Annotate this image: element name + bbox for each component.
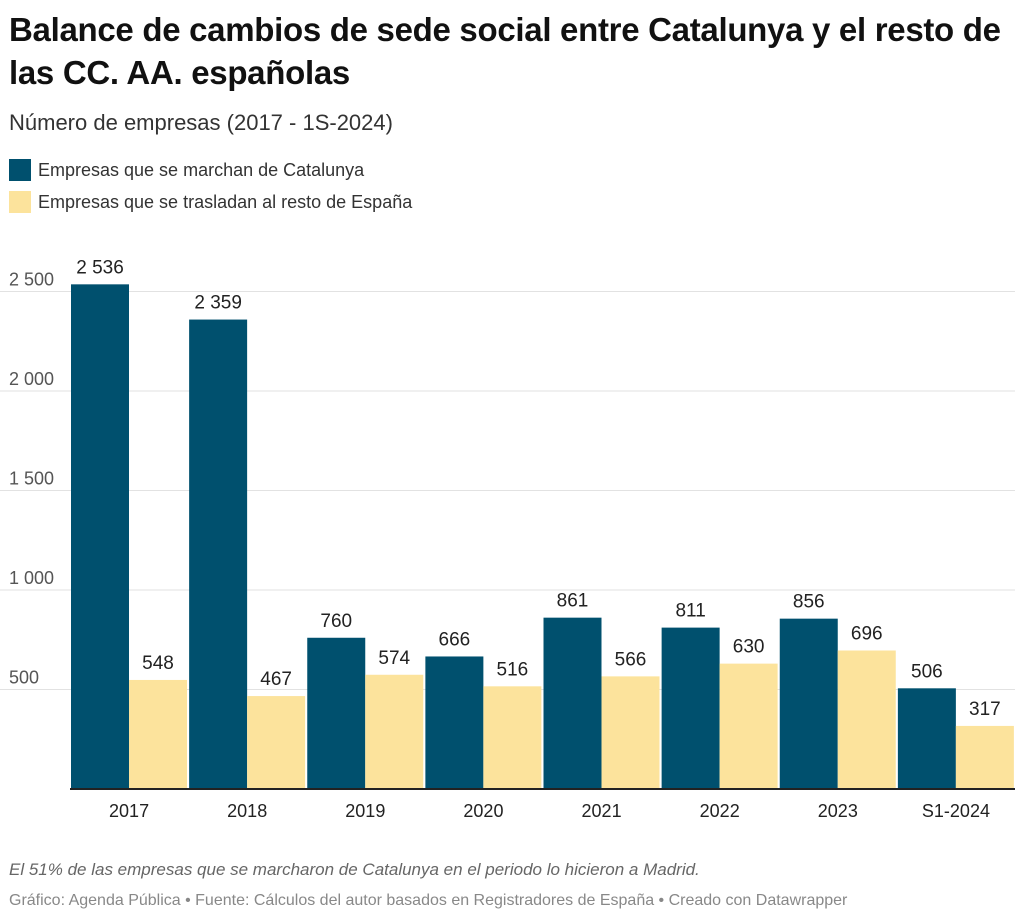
x-tick-label: S1-2024	[922, 801, 990, 821]
data-label-outflow: 760	[320, 611, 352, 632]
y-tick-label: 500	[9, 668, 39, 688]
x-tick-label: 2021	[582, 801, 622, 821]
data-label-outflow: 2 359	[194, 293, 242, 314]
bar-relocation	[837, 650, 896, 789]
y-tick-label: 1 500	[9, 469, 54, 489]
legend-item-outflow: Empresas que se marchan de Catalunya	[9, 154, 412, 186]
bar-outflow	[307, 637, 366, 789]
data-label-relocation: 574	[378, 648, 410, 669]
legend-item-relocation: Empresas que se trasladan al resto de Es…	[9, 186, 412, 218]
chart-credit: Gráfico: Agenda Pública • Fuente: Cálcul…	[9, 892, 848, 909]
data-label-outflow: 666	[439, 629, 471, 650]
x-tick-label: 2019	[345, 801, 385, 821]
legend-label-relocation: Empresas que se trasladan al resto de Es…	[38, 191, 413, 212]
data-label-relocation: 630	[733, 637, 765, 658]
chart-subtitle: Número de empresas (2017 - 1S-2024)	[9, 110, 393, 135]
bar-outflow	[661, 627, 720, 789]
data-label-relocation: 548	[142, 653, 174, 674]
data-label-relocation: 566	[615, 649, 647, 670]
bar-outflow	[71, 284, 129, 789]
legend-swatch-outflow	[9, 159, 31, 181]
bar-outflow	[425, 656, 484, 789]
legend-swatch-relocation	[9, 191, 31, 213]
bar-outflow	[189, 319, 248, 789]
data-label-outflow: 506	[911, 661, 943, 682]
bar-chart: 500 1 000 1 500 2 000 2 500 2 536 548 2 359 467…	[0, 257, 1015, 821]
x-tick-label: 2020	[463, 801, 503, 821]
bar-outflow	[543, 617, 602, 789]
data-label-relocation: 317	[969, 699, 1001, 720]
bar-relocation	[955, 725, 1014, 789]
bar-relocation	[247, 696, 306, 789]
x-tick-label: 2023	[818, 801, 858, 821]
axes: 2017 2018 2019 2020 2021 2022 2023 S1-2024	[70, 788, 1015, 821]
data-label-outflow: 856	[793, 592, 825, 613]
chart-notes: El 51% de las empresas que se marcharon …	[9, 860, 700, 879]
bars	[71, 284, 1014, 789]
y-tick-label: 1 000	[9, 568, 54, 588]
legend: Empresas que se marchan de Catalunya Emp…	[9, 154, 412, 218]
legend-label-outflow: Empresas que se marchan de Catalunya	[38, 159, 365, 180]
x-tick-label: 2017	[109, 801, 149, 821]
bar-relocation	[483, 686, 542, 789]
data-label-outflow: 861	[557, 591, 589, 612]
y-tick-label: 2 000	[9, 369, 54, 389]
data-label-outflow: 811	[675, 601, 705, 622]
bar-relocation	[601, 676, 660, 789]
data-labels: 2 536 548 2 359 467 760 574 666 516 861 566 811 630…	[76, 257, 1001, 720]
data-label-relocation: 467	[260, 669, 292, 690]
data-label-relocation: 516	[497, 659, 529, 680]
chart-title: Balance de cambios de sede social entre …	[9, 11, 1001, 91]
x-tick-label: 2018	[227, 801, 267, 821]
data-label-relocation: 696	[851, 623, 883, 644]
data-label-outflow: 2 536	[76, 257, 124, 278]
bar-outflow	[897, 688, 956, 789]
bar-outflow	[779, 618, 838, 789]
bar-relocation	[129, 679, 187, 789]
bar-relocation	[365, 674, 424, 789]
y-tick-label: 2 500	[9, 270, 54, 290]
bar-relocation	[719, 663, 778, 789]
x-tick-label: 2022	[700, 801, 740, 821]
